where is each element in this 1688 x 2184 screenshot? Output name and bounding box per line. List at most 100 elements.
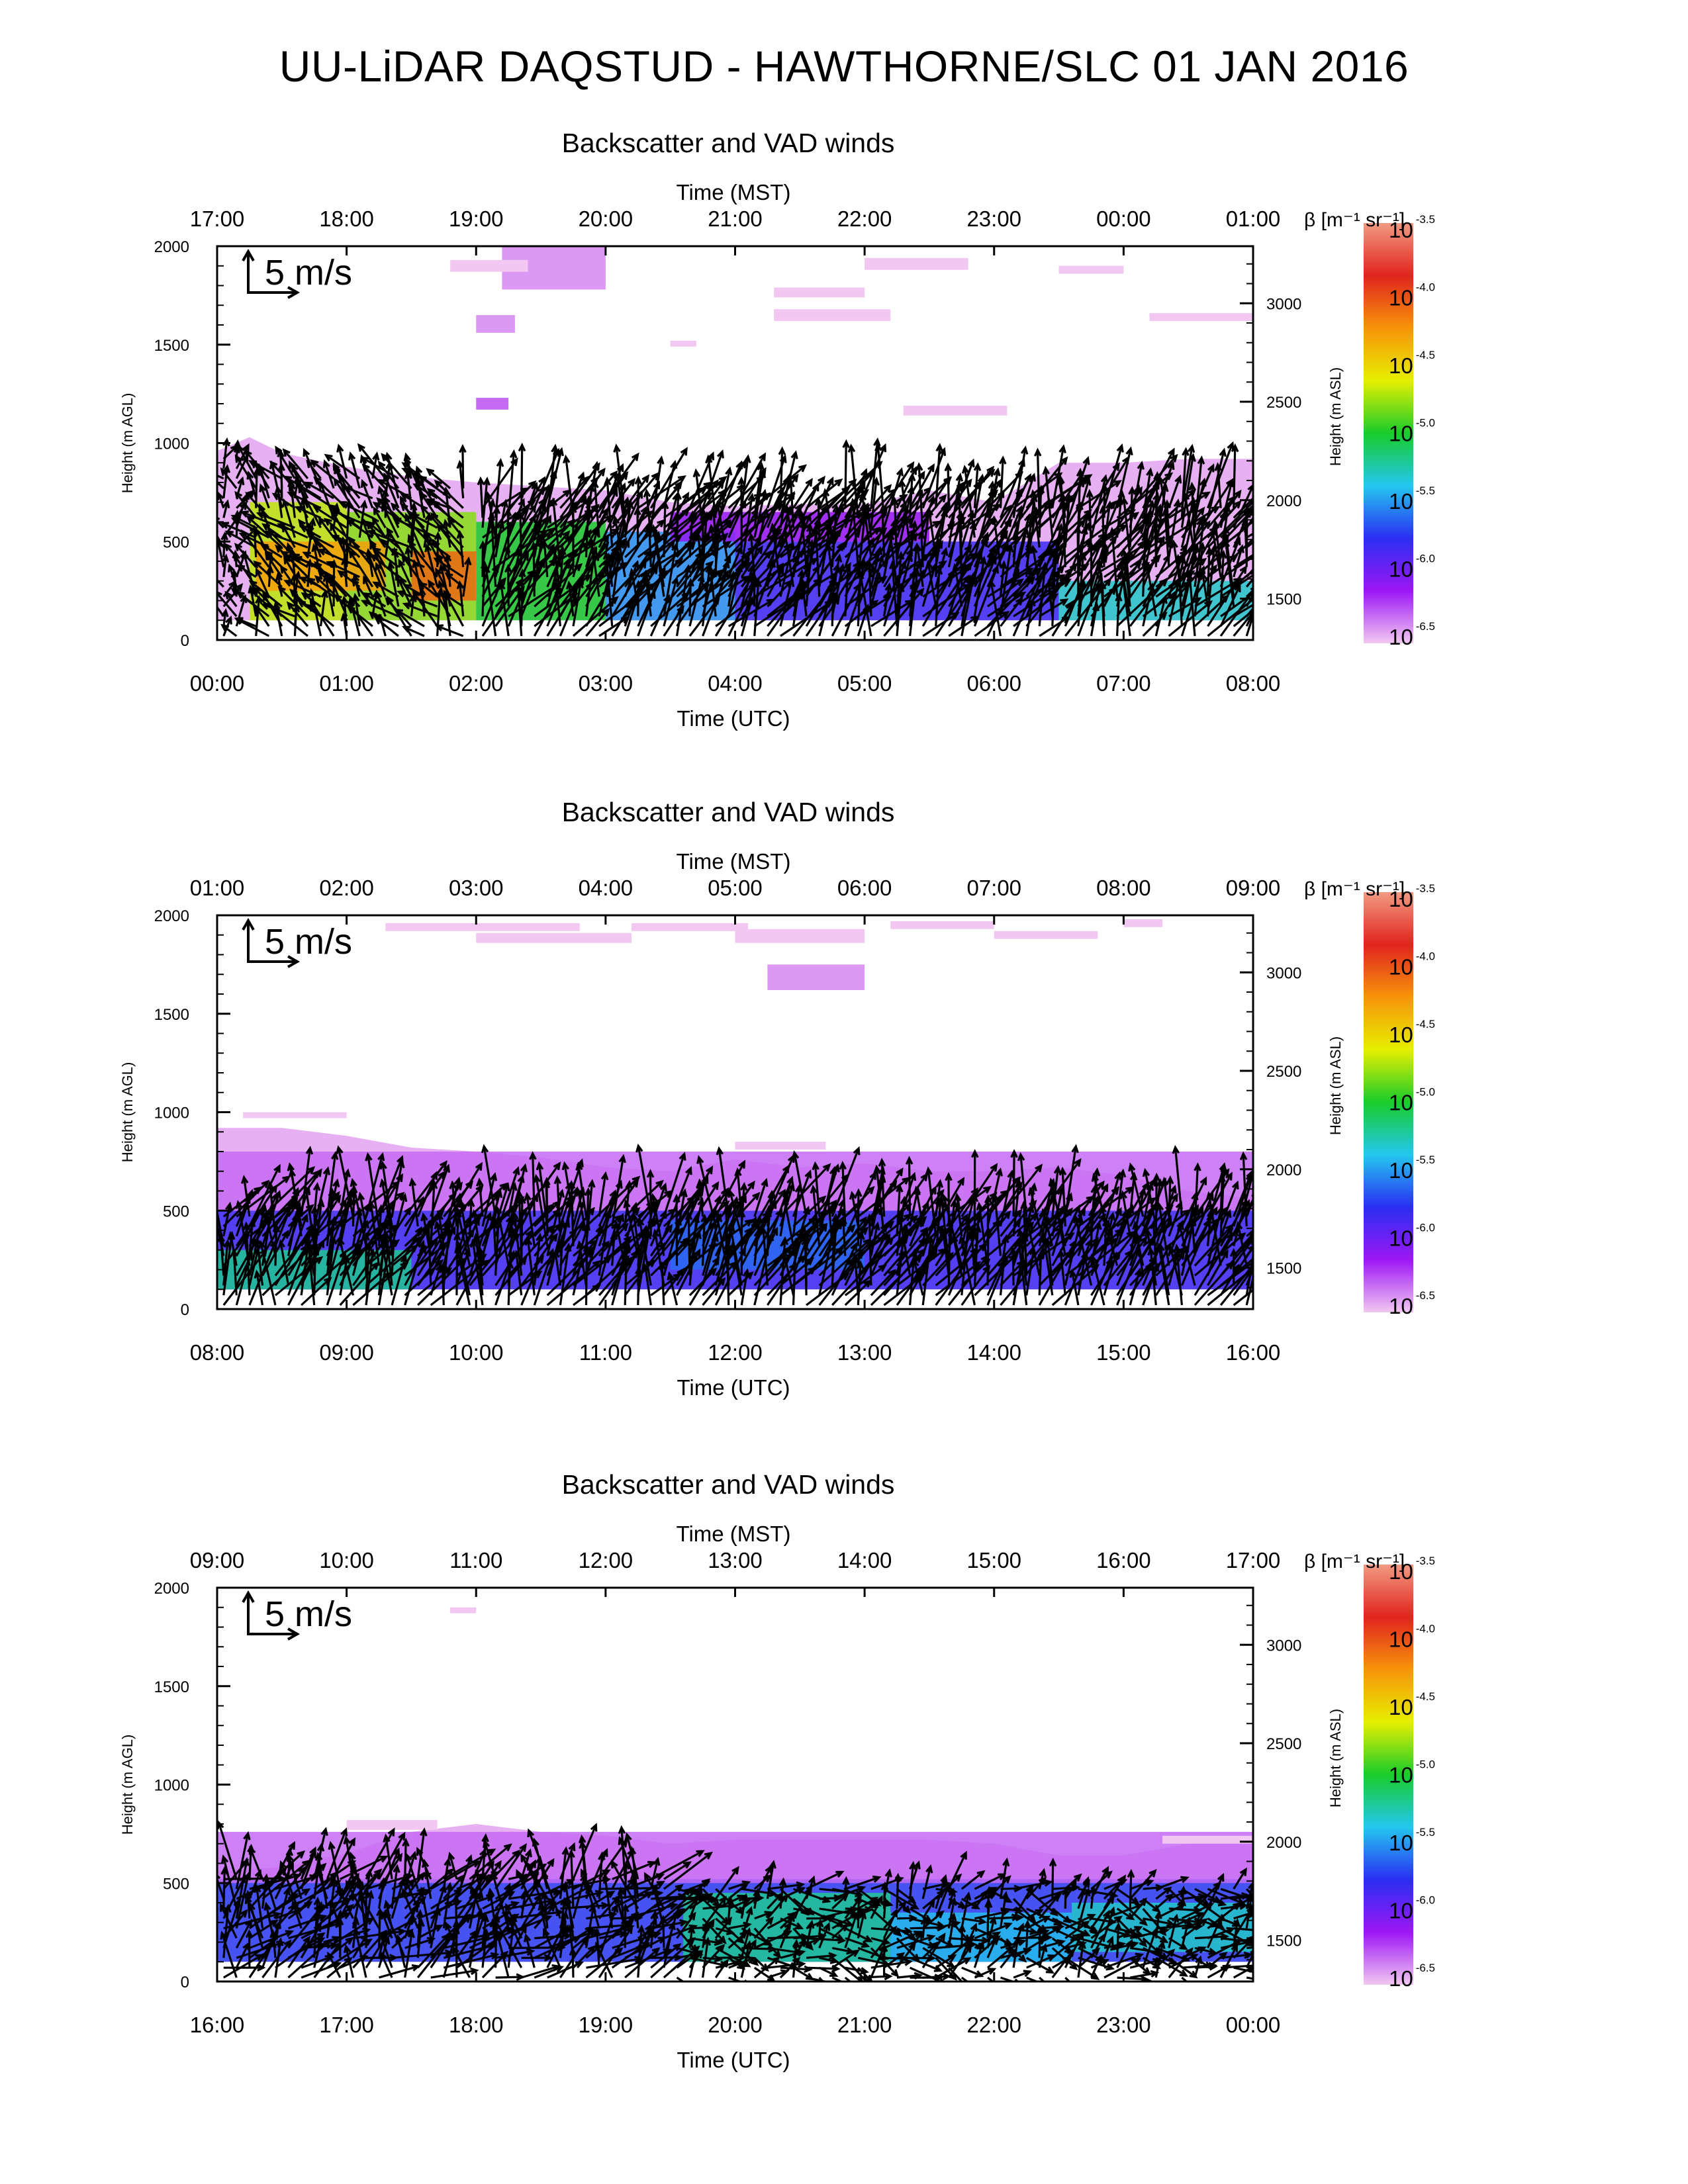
wind-arrow — [941, 1229, 950, 1276]
wind-arrow — [217, 591, 238, 617]
wind-arrow — [254, 561, 283, 588]
wind-arrow-head — [1186, 572, 1194, 582]
wind-arrow — [374, 614, 399, 627]
wind-arrow-head — [357, 443, 365, 452]
wind-arrow-head — [454, 1206, 463, 1216]
wind-arrow-head — [657, 519, 665, 527]
wind-arrow — [281, 551, 308, 569]
wind-arrow — [818, 1165, 839, 1227]
top-tick-label: 04:00 — [579, 876, 633, 900]
wind-arrow-head — [955, 496, 963, 505]
wind-arrow-head — [384, 1909, 391, 1919]
wind-arrow — [274, 1843, 295, 1880]
wind-arrow-head — [549, 497, 558, 507]
wind-arrow-head — [1225, 1171, 1233, 1181]
wind-arrow — [265, 551, 283, 569]
wind-arrow-head — [306, 533, 316, 541]
wind-arrow — [1100, 1206, 1119, 1266]
wind-arrow-head — [424, 1220, 433, 1230]
wind-arrow-head — [483, 1839, 491, 1848]
wind-arrow — [220, 469, 238, 489]
wind-arrow-head — [970, 1149, 979, 1158]
wind-arrow — [442, 1195, 461, 1266]
wind-arrow — [1219, 1175, 1223, 1217]
wind-arrow-head — [283, 555, 291, 565]
wind-arrow — [1018, 1230, 1028, 1286]
wind-arrow — [853, 1255, 859, 1296]
wind-arrow — [935, 549, 947, 588]
wind-arrow-head — [578, 1834, 586, 1844]
wind-arrow-head — [1015, 578, 1024, 586]
wind-arrow — [1207, 1207, 1228, 1237]
wind-arrow — [287, 1855, 303, 1899]
cloud-patch — [1149, 313, 1253, 322]
wind-arrow-head — [1123, 553, 1131, 563]
wind-arrow — [1245, 1273, 1253, 1306]
wind-arrow — [961, 1190, 1008, 1228]
wind-arrow — [715, 1211, 730, 1276]
wind-arrow-head — [447, 518, 455, 527]
wind-arrow-head — [760, 488, 768, 498]
wind-arrow-head — [998, 455, 1007, 465]
wind-arrow-head — [1152, 1172, 1160, 1182]
wind-arrow-head — [304, 1235, 312, 1245]
wind-arrow — [986, 1261, 1004, 1296]
wind-arrow — [1142, 537, 1164, 588]
wind-arrow — [1163, 1179, 1170, 1217]
wind-arrow — [306, 482, 334, 500]
wind-arrow-head — [315, 1939, 323, 1949]
wind-arrow-head — [707, 451, 715, 461]
wind-arrow — [222, 1203, 231, 1237]
wind-arrow-head — [1168, 1245, 1176, 1255]
wind-arrow — [367, 1154, 381, 1227]
wind-arrow-head — [237, 444, 245, 453]
wind-arrow — [445, 1923, 458, 1949]
wind-arrow-head — [240, 1909, 248, 1918]
wind-arrow-head — [396, 1191, 405, 1201]
wind-arrow-head — [327, 573, 336, 582]
wind-arrow — [326, 1938, 371, 1969]
wind-arrow-head — [313, 1896, 322, 1906]
wind-arrow — [1188, 574, 1196, 637]
wind-arrow — [313, 1168, 329, 1227]
wind-arrow-head — [343, 1835, 351, 1845]
wind-arrow — [921, 1238, 933, 1306]
wind-arrow — [676, 1184, 704, 1218]
cloud-patch — [346, 1820, 438, 1830]
wind-arrow — [568, 1927, 575, 1958]
wind-arrow-head — [541, 1870, 549, 1880]
wind-arrow — [1044, 468, 1054, 538]
wind-arrow-head — [314, 1168, 322, 1177]
plot-area — [217, 919, 1253, 1306]
wind-arrow — [256, 1239, 264, 1286]
wind-arrow — [253, 527, 258, 558]
wind-arrow-head — [651, 527, 660, 537]
wind-arrow — [255, 469, 258, 508]
wind-arrow-head — [834, 478, 843, 487]
wind-arrow-head — [651, 472, 659, 480]
wind-arrow — [298, 486, 322, 529]
top-axis-label: Time (MST) — [677, 180, 791, 205]
wind-arrow-head — [253, 560, 262, 569]
chart-title: Backscatter and VAD winds — [562, 128, 895, 158]
wind-arrow-head — [1119, 1190, 1128, 1200]
wind-arrow-head — [379, 1178, 387, 1188]
wind-arrow — [1194, 1233, 1233, 1297]
wind-arrow-head — [301, 1213, 308, 1222]
wind-arrow — [624, 1181, 663, 1218]
wind-arrow — [870, 1169, 903, 1218]
wind-arrow — [1158, 1244, 1170, 1306]
wind-arrow-head — [457, 1199, 466, 1208]
wind-arrow-head — [1218, 1173, 1226, 1183]
wind-arrow-head — [613, 1220, 621, 1230]
wind-arrow — [1013, 594, 1057, 627]
wind-arrow — [1142, 1179, 1166, 1237]
wind-arrow — [348, 537, 374, 568]
wind-arrow — [275, 447, 296, 479]
wind-arrow — [261, 1192, 281, 1247]
wind-arrow-head — [1035, 1163, 1043, 1173]
wind-scale-head — [287, 955, 301, 968]
wind-arrow-head — [561, 1161, 570, 1171]
wind-arrow-head — [234, 490, 243, 500]
wind-arrow — [404, 1897, 426, 1919]
